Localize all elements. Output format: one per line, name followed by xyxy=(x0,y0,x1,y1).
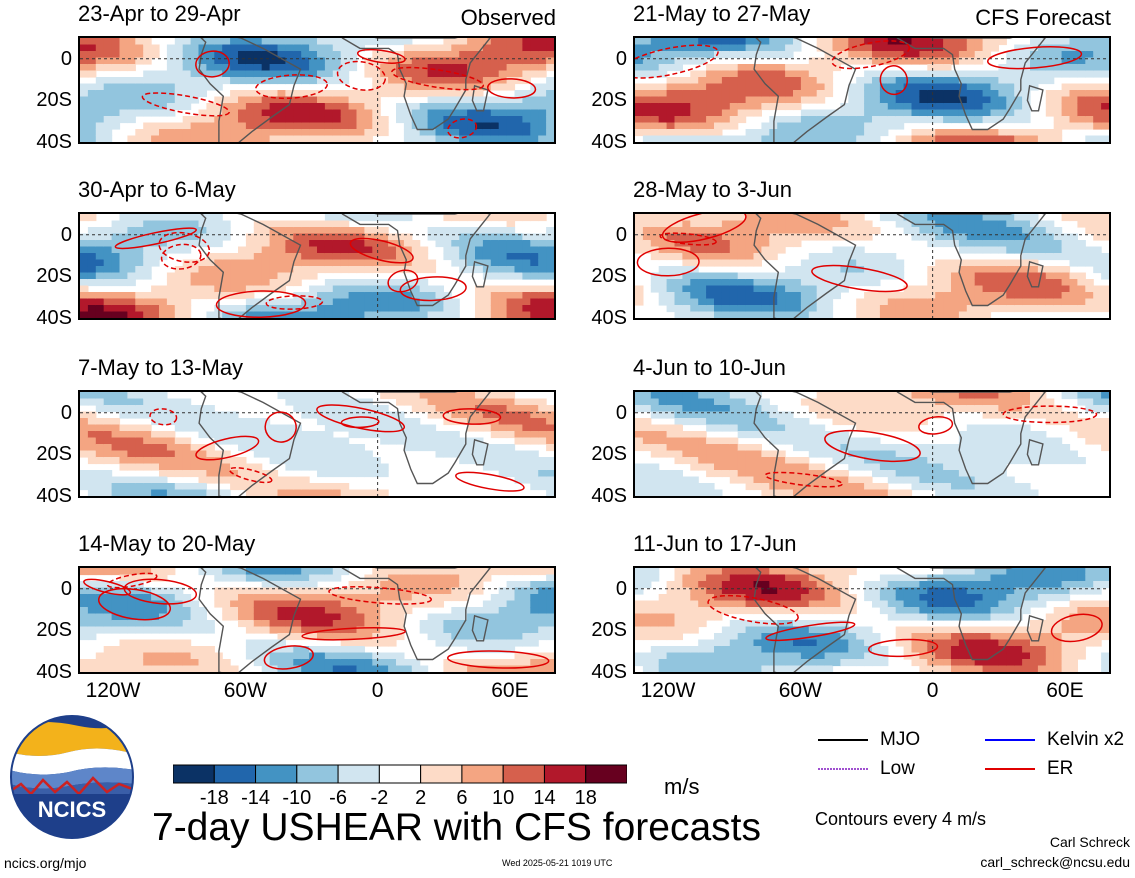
panel-title: 14-May to 20-May xyxy=(78,531,256,556)
ushear-map xyxy=(633,36,1111,144)
ushear-map xyxy=(633,212,1111,320)
y-tick-label: 40S xyxy=(36,661,72,683)
site-url[interactable]: ncics.org/mjo xyxy=(4,855,87,871)
y-tick-label: 20S xyxy=(591,265,627,288)
ncics-logo: NCICS xyxy=(10,715,134,839)
y-tick-label: 0 xyxy=(615,47,627,70)
colorbar-swatch xyxy=(461,764,504,784)
y-tick-label: 40S xyxy=(591,131,627,153)
x-tick-label: 120W xyxy=(85,679,141,702)
legend-swatch xyxy=(818,768,868,770)
colorbar-swatch xyxy=(502,764,545,784)
y-tick-label: 40S xyxy=(36,485,72,507)
legend-label: ER xyxy=(1047,758,1074,779)
colorbar-tick-label: 18 xyxy=(574,787,597,809)
x-tick-label: 60W xyxy=(223,679,267,702)
panel-title: 30-Apr to 6-May xyxy=(78,177,236,202)
panel-title: 7-May to 13-May xyxy=(78,355,244,380)
colorbar-tick-label: 14 xyxy=(533,787,556,809)
colorbar-tick-label: 6 xyxy=(456,787,468,809)
y-tick-label: 20S xyxy=(36,443,72,466)
y-tick-label: 40S xyxy=(36,131,72,153)
x-tick-label: 60E xyxy=(491,679,529,702)
legend-swatch xyxy=(818,739,868,741)
panel-title: 11-Jun to 17-Jun xyxy=(633,531,797,556)
author-name: Carl Schreck xyxy=(1049,834,1130,850)
colorbar-tick-label: -10 xyxy=(282,787,312,809)
y-tick-label: 40S xyxy=(36,307,72,329)
y-tick-label: 40S xyxy=(591,661,627,683)
y-tick-label: 0 xyxy=(60,47,72,70)
y-tick-label: 0 xyxy=(615,401,627,424)
panel-title: 21-May to 27-May xyxy=(633,1,811,26)
contour-note: Contours every 4 m/s xyxy=(815,809,987,829)
y-tick-label: 20S xyxy=(36,265,72,288)
y-tick-label: 0 xyxy=(615,577,627,600)
colorbar-swatch xyxy=(378,764,422,784)
x-tick-label: 60E xyxy=(1046,679,1084,702)
ushear-map xyxy=(78,212,556,320)
colorbar-tick-label: -2 xyxy=(370,787,389,809)
y-tick-label: 20S xyxy=(591,619,627,642)
colorbar-swatch xyxy=(585,764,627,784)
colorbar-swatch xyxy=(420,764,463,784)
y-tick-label: 0 xyxy=(60,223,72,246)
ushear-map xyxy=(78,390,556,498)
legend-label: MJO xyxy=(880,729,921,750)
x-tick-label: 120W xyxy=(640,679,696,702)
ushear-map xyxy=(78,36,556,144)
forecast-label: CFS Forecast xyxy=(975,5,1111,30)
panel-title: 23-Apr to 29-Apr xyxy=(78,1,241,26)
units-label: m/s xyxy=(664,774,700,799)
y-tick-label: 40S xyxy=(591,485,627,507)
panel-title: 4-Jun to 10-Jun xyxy=(633,355,786,380)
colorbar-swatch xyxy=(173,764,215,784)
panel-title: 28-May to 3-Jun xyxy=(633,177,792,202)
observed-label: Observed xyxy=(460,5,556,30)
ushear-map xyxy=(633,390,1111,498)
x-tick-label: 0 xyxy=(371,679,384,702)
colorbar-tick-label: -18 xyxy=(199,787,229,809)
legend-swatch xyxy=(985,768,1035,770)
colorbar-swatch xyxy=(255,764,298,784)
y-tick-label: 20S xyxy=(591,89,627,112)
ushear-map xyxy=(78,566,556,674)
colorbar-swatch xyxy=(337,764,380,784)
colorbar xyxy=(173,764,627,784)
y-tick-label: 40S xyxy=(591,307,627,329)
main-title: 7-day USHEAR with CFS forecasts xyxy=(152,806,762,849)
ushear-map xyxy=(633,566,1111,674)
author-email[interactable]: carl_schreck@ncsu.edu xyxy=(980,854,1130,870)
colorbar-tick-label: 2 xyxy=(415,787,427,809)
legend-label: Low xyxy=(880,758,915,779)
colorbar-tick-label: 10 xyxy=(492,787,515,809)
y-tick-label: 20S xyxy=(36,619,72,642)
y-tick-label: 0 xyxy=(60,401,72,424)
x-tick-label: 60W xyxy=(778,679,822,702)
legend-swatch xyxy=(985,739,1035,741)
y-tick-label: 20S xyxy=(591,443,627,466)
y-tick-label: 0 xyxy=(60,577,72,600)
logo-text: NCICS xyxy=(38,797,106,822)
y-tick-label: 0 xyxy=(615,223,627,246)
colorbar-swatch xyxy=(296,764,339,784)
colorbar-tick-label: -6 xyxy=(329,787,347,809)
y-tick-label: 20S xyxy=(36,89,72,112)
x-tick-label: 0 xyxy=(926,679,939,702)
colorbar-swatch xyxy=(543,764,587,784)
colorbar-swatch xyxy=(213,764,257,784)
colorbar-tick-label: -14 xyxy=(241,787,270,809)
timestamp: Wed 2025-05-21 1019 UTC xyxy=(502,858,613,868)
legend-label: Kelvin x2 xyxy=(1047,729,1125,750)
